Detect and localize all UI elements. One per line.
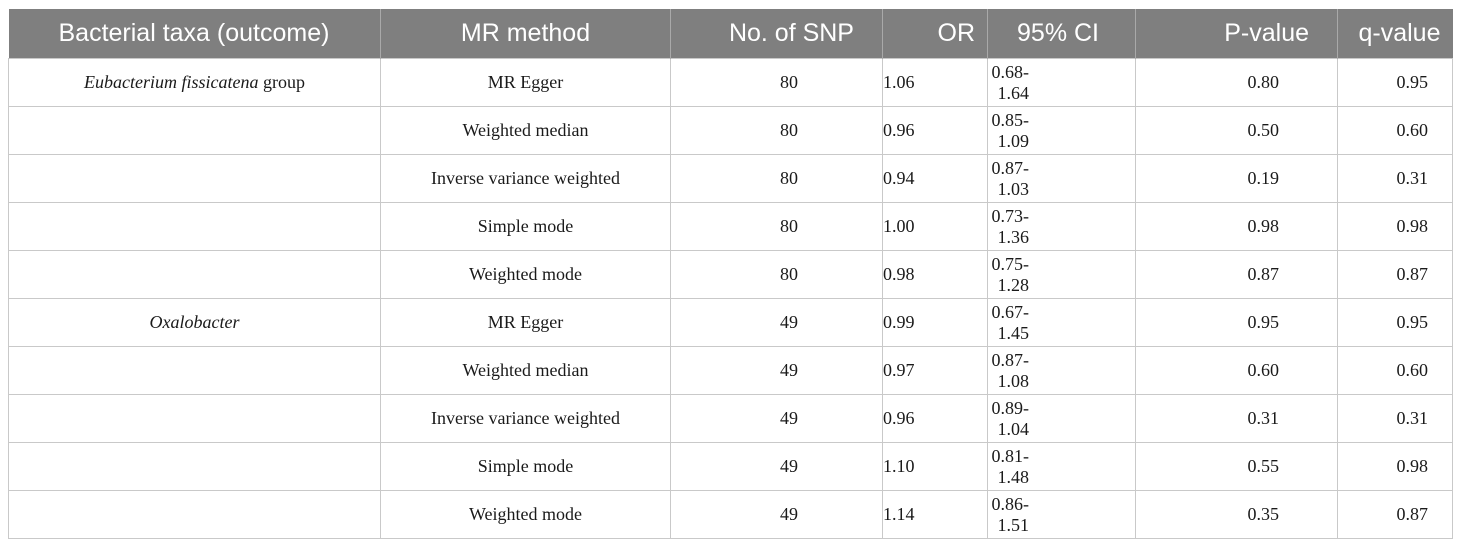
cell-snp: 80 [670, 202, 883, 251]
cell-q-value: 0.87 [1337, 250, 1453, 299]
cell-method: Weighted mode [380, 250, 671, 299]
cell-or: 0.99 [882, 298, 988, 347]
cell-snp: 49 [670, 490, 883, 539]
cell-taxa [8, 154, 381, 203]
header-row: Bacterial taxa (outcome) MR method No. o… [8, 9, 1453, 59]
cell-snp: 80 [670, 250, 883, 299]
cell-or: 1.10 [882, 442, 988, 491]
cell-q-value: 0.95 [1337, 58, 1453, 107]
cell-taxa: Oxalobacter [8, 298, 381, 347]
mr-results-table: Bacterial taxa (outcome) MR method No. o… [8, 9, 1453, 539]
cell-taxa [8, 250, 381, 299]
cell-snp: 49 [670, 298, 883, 347]
taxa-name-italic: Oxalobacter [149, 312, 240, 332]
cell-snp: 80 [670, 154, 883, 203]
cell-taxa [8, 394, 381, 443]
table-row: Inverse variance weighted 80 0.94 0.87-1.03… [8, 154, 1453, 203]
cell-p-value: 0.55 [1135, 442, 1338, 491]
cell-or: 1.06 [882, 58, 988, 107]
cell-p-value: 0.35 [1135, 490, 1338, 539]
cell-ci: 0.73-1.36 [987, 202, 1136, 251]
cell-snp: 49 [670, 346, 883, 395]
cell-p-value: 0.19 [1135, 154, 1338, 203]
table-row: Weighted median 49 0.97 0.87-1.08 0.60 0.60 [8, 346, 1453, 395]
cell-q-value: 0.60 [1337, 106, 1453, 155]
header-method: MR method [380, 9, 671, 59]
header-ci: 95% CI [987, 9, 1136, 59]
cell-method: Weighted median [380, 106, 671, 155]
cell-taxa [8, 106, 381, 155]
cell-p-value: 0.80 [1135, 58, 1338, 107]
cell-taxa [8, 346, 381, 395]
cell-method: Simple mode [380, 442, 671, 491]
cell-q-value: 0.95 [1337, 298, 1453, 347]
cell-taxa [8, 202, 381, 251]
cell-method: Weighted median [380, 346, 671, 395]
cell-q-value: 0.31 [1337, 154, 1453, 203]
cell-or: 0.97 [882, 346, 988, 395]
cell-method: Inverse variance weighted [380, 394, 671, 443]
cell-ci: 0.85-1.09 [987, 106, 1136, 155]
header-or: OR [882, 9, 988, 59]
cell-p-value: 0.87 [1135, 250, 1338, 299]
cell-p-value: 0.98 [1135, 202, 1338, 251]
cell-p-value: 0.95 [1135, 298, 1338, 347]
cell-ci: 0.67-1.45 [987, 298, 1136, 347]
cell-method: Inverse variance weighted [380, 154, 671, 203]
cell-snp: 80 [670, 106, 883, 155]
table-row: Weighted mode 49 1.14 0.86-1.51 0.35 0.87 [8, 490, 1453, 539]
cell-taxa: Eubacterium fissicatena group [8, 58, 381, 107]
cell-or: 1.14 [882, 490, 988, 539]
cell-p-value: 0.31 [1135, 394, 1338, 443]
header-taxa: Bacterial taxa (outcome) [8, 9, 381, 59]
cell-q-value: 0.87 [1337, 490, 1453, 539]
cell-or: 0.98 [882, 250, 988, 299]
table-row: Weighted median 80 0.96 0.85-1.09 0.50 0.60 [8, 106, 1453, 155]
table-row: Simple mode 80 1.00 0.73-1.36 0.98 0.98 [8, 202, 1453, 251]
cell-snp: 49 [670, 394, 883, 443]
taxa-name-suffix: group [258, 72, 305, 92]
cell-snp: 80 [670, 58, 883, 107]
table-row: Eubacterium fissicatena group MR Egger 80 1… [8, 58, 1453, 107]
cell-ci: 0.86-1.51 [987, 490, 1136, 539]
cell-taxa [8, 442, 381, 491]
cell-method: Simple mode [380, 202, 671, 251]
header-snp: No. of SNP [670, 9, 883, 59]
header-q: q-value [1337, 9, 1453, 59]
cell-p-value: 0.60 [1135, 346, 1338, 395]
cell-or: 0.96 [882, 106, 988, 155]
cell-or: 0.94 [882, 154, 988, 203]
taxa-name-italic: Eubacterium fissicatena [84, 72, 259, 92]
header-p: P-value [1135, 9, 1338, 59]
cell-p-value: 0.50 [1135, 106, 1338, 155]
cell-ci: 0.81-1.48 [987, 442, 1136, 491]
cell-ci: 0.75-1.28 [987, 250, 1136, 299]
results-table-container: Bacterial taxa (outcome) MR method No. o… [8, 9, 1453, 539]
cell-ci: 0.87-1.08 [987, 346, 1136, 395]
cell-or: 1.00 [882, 202, 988, 251]
cell-q-value: 0.98 [1337, 202, 1453, 251]
cell-method: MR Egger [380, 58, 671, 107]
table-header: Bacterial taxa (outcome) MR method No. o… [8, 9, 1453, 59]
cell-or: 0.96 [882, 394, 988, 443]
cell-snp: 49 [670, 442, 883, 491]
table-row: Inverse variance weighted 49 0.96 0.89-1.04… [8, 394, 1453, 443]
table-row: Oxalobacter MR Egger 49 0.99 0.67-1.45 0.95 0.… [8, 298, 1453, 347]
cell-ci: 0.68-1.64 [987, 58, 1136, 107]
cell-ci: 0.89-1.04 [987, 394, 1136, 443]
cell-q-value: 0.31 [1337, 394, 1453, 443]
cell-ci: 0.87-1.03 [987, 154, 1136, 203]
table-body: Eubacterium fissicatena group MR Egger 80 1… [8, 58, 1453, 539]
cell-taxa [8, 490, 381, 539]
table-row: Weighted mode 80 0.98 0.75-1.28 0.87 0.87 [8, 250, 1453, 299]
cell-q-value: 0.98 [1337, 442, 1453, 491]
table-row: Simple mode 49 1.10 0.81-1.48 0.55 0.98 [8, 442, 1453, 491]
cell-q-value: 0.60 [1337, 346, 1453, 395]
cell-method: Weighted mode [380, 490, 671, 539]
cell-method: MR Egger [380, 298, 671, 347]
